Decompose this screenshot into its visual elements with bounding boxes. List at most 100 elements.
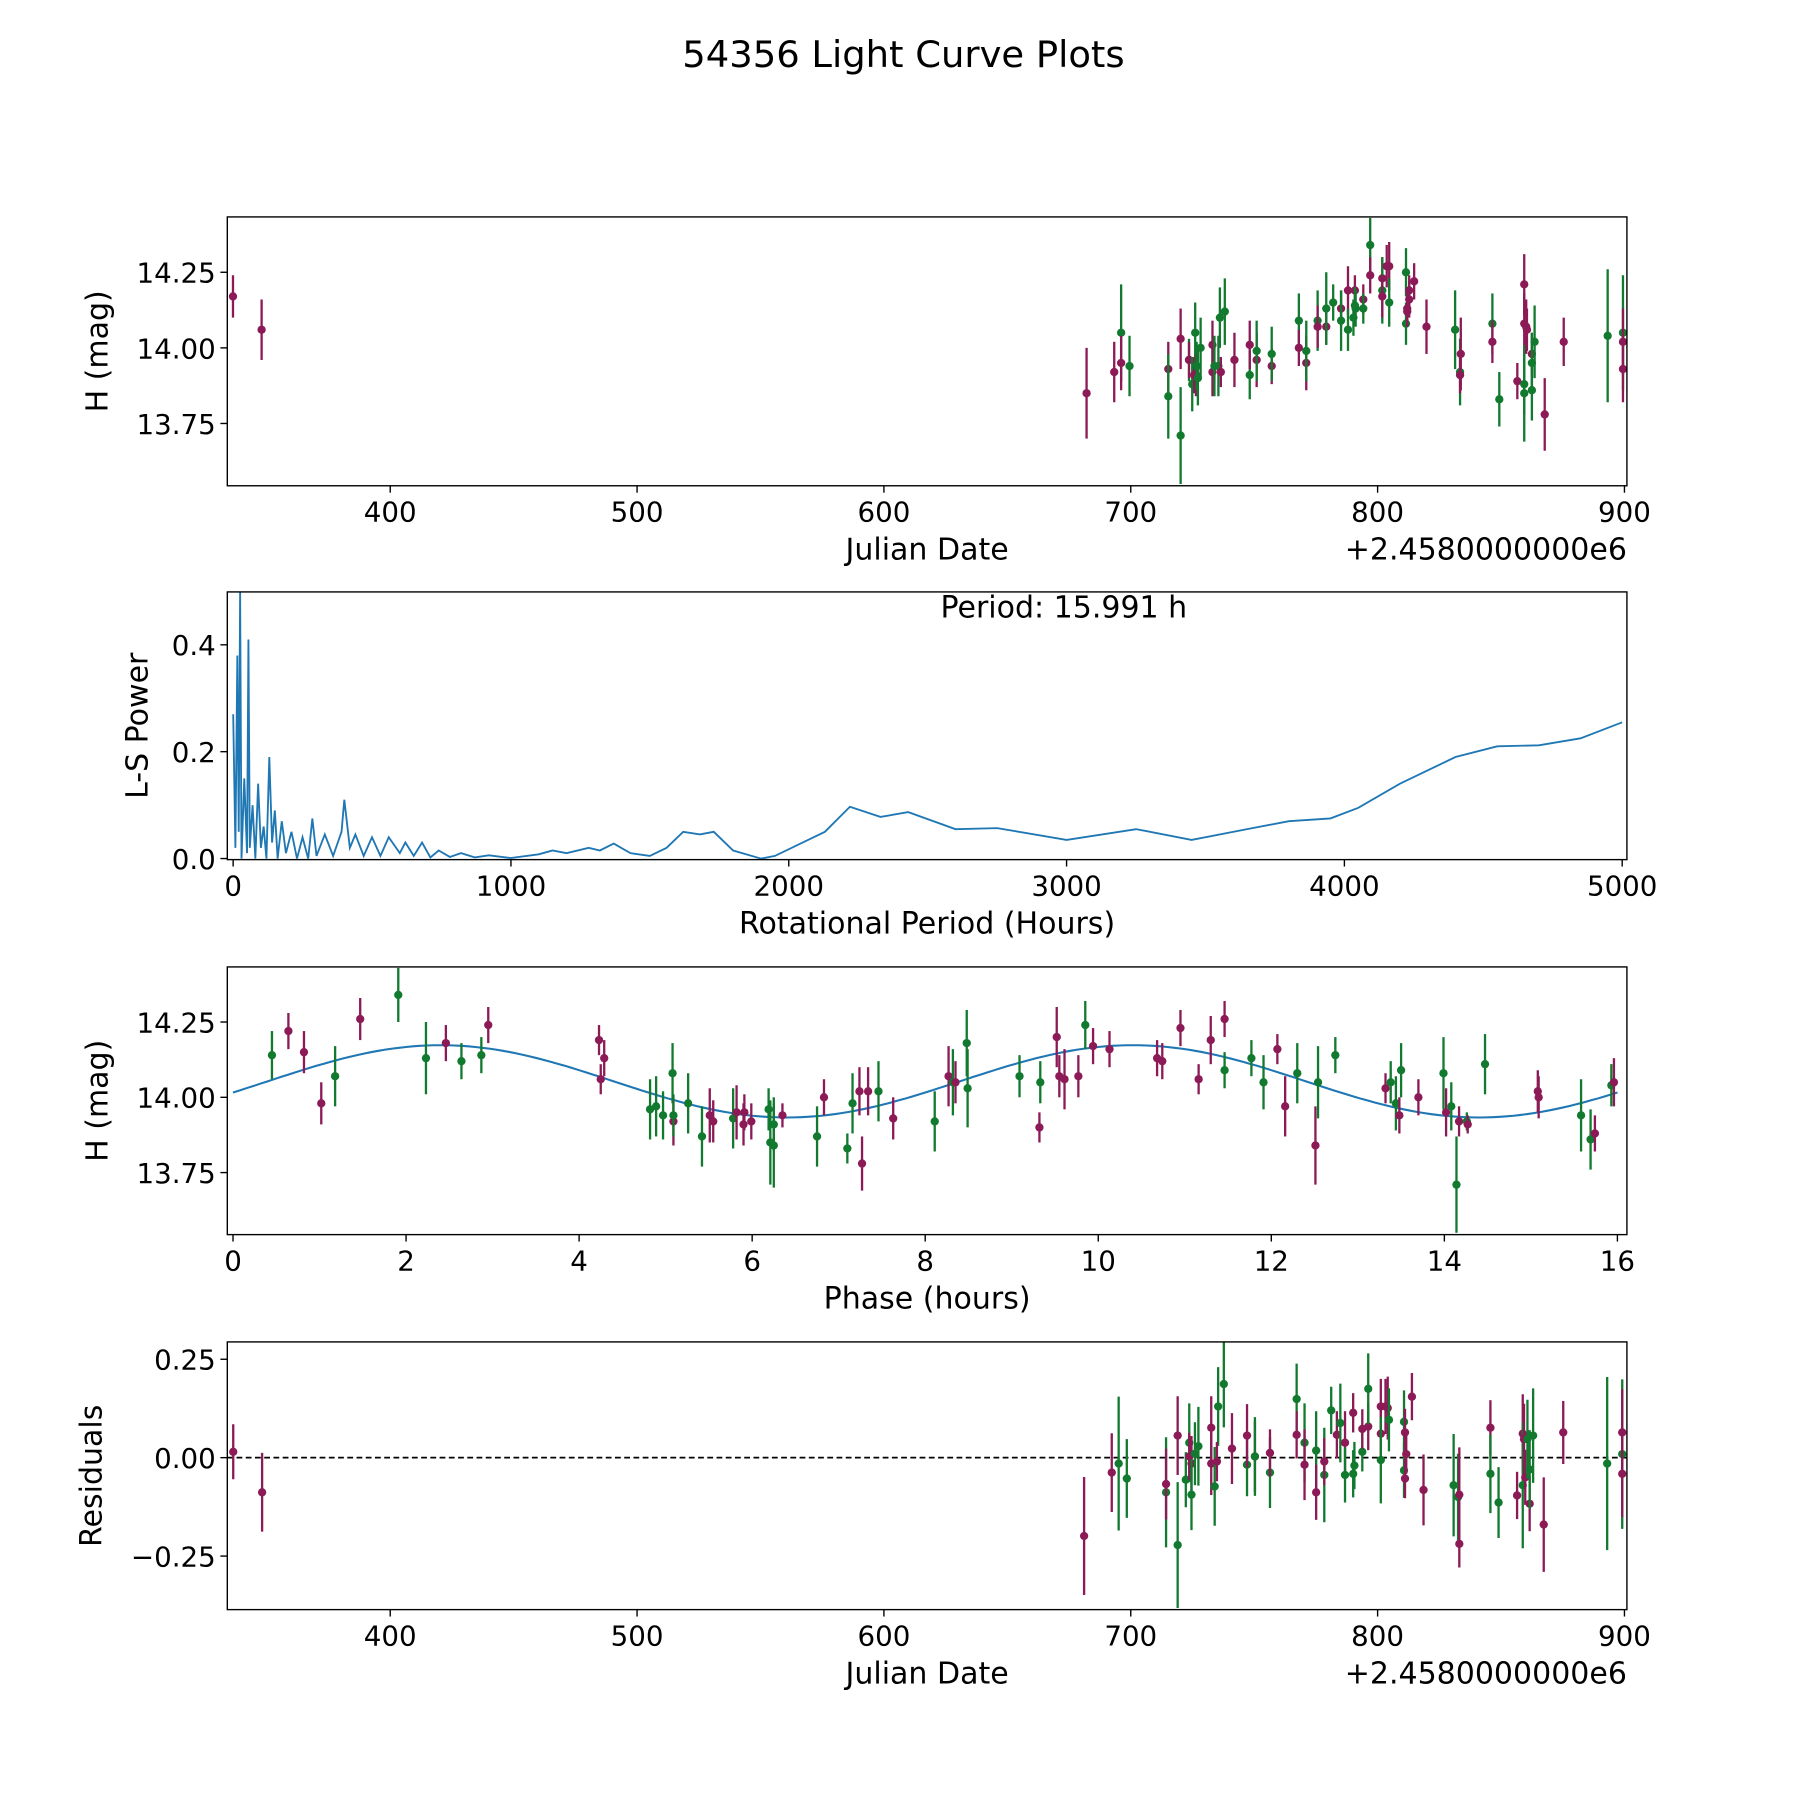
y-tick-label: 0.00 [154, 1442, 216, 1475]
x-tick-label: 800 [1351, 1619, 1404, 1652]
data-point [596, 1075, 605, 1084]
data-point [356, 1014, 365, 1024]
data-point [1079, 1531, 1089, 1541]
data-point [1386, 1078, 1395, 1087]
data-point [257, 325, 266, 334]
data-point [1293, 1069, 1302, 1078]
data-point [930, 1117, 939, 1126]
y-tick-label: 14.25 [137, 257, 216, 290]
x-offset-label: +2.4580000000e6 [1345, 1656, 1627, 1691]
x-axis-label: Julian Date [844, 1656, 1009, 1691]
data-point [1384, 1415, 1394, 1425]
x-tick-label: 0 [224, 1244, 242, 1277]
data-point [1110, 367, 1119, 377]
data-point [594, 1035, 604, 1045]
axes-frame [226, 591, 1628, 861]
data-point [1265, 1448, 1275, 1458]
data-point [1220, 1014, 1229, 1024]
data-point [1351, 304, 1360, 313]
data-point [1450, 325, 1460, 334]
data-point [1385, 262, 1394, 271]
data-point [1220, 1066, 1229, 1075]
data-point [1512, 1491, 1522, 1500]
data-point [1300, 1460, 1309, 1469]
data-point [229, 1447, 238, 1456]
data-point [1082, 389, 1091, 398]
data-point [1391, 1099, 1401, 1108]
data-point [1331, 1050, 1340, 1060]
data-point [732, 1108, 741, 1117]
y-tick-label: 14.00 [137, 1082, 216, 1115]
data-point [1383, 1403, 1392, 1413]
data-point [1343, 286, 1353, 295]
data-point [1385, 298, 1394, 307]
data-point [477, 1050, 486, 1060]
data-point [1586, 1135, 1595, 1144]
data-point [1449, 1481, 1458, 1490]
x-tick-label: 4 [570, 1244, 588, 1277]
data-point [1036, 1078, 1045, 1087]
periodogram-plot-area [232, 591, 1623, 860]
data-point [1336, 316, 1346, 325]
data-point [1311, 1488, 1321, 1497]
data-point [1576, 1111, 1586, 1120]
data-point [1105, 1044, 1114, 1054]
y-tick-label: 13.75 [137, 1157, 216, 1190]
data-point [484, 1020, 493, 1030]
data-point [1081, 1020, 1090, 1030]
data-point [1520, 389, 1529, 398]
x-tick-label: 700 [1104, 1619, 1157, 1652]
data-point [1378, 292, 1387, 301]
data-point [1215, 313, 1225, 322]
data-point [1250, 1452, 1260, 1461]
x-tick-label: 6 [743, 1244, 761, 1277]
data-point [1302, 346, 1311, 356]
data-point [1273, 1044, 1282, 1054]
data-point [1242, 1431, 1252, 1440]
data-point [1534, 1093, 1543, 1102]
data-point [1455, 370, 1465, 380]
data-point [962, 1038, 971, 1048]
data-point [1480, 1060, 1490, 1069]
x-tick-label: 600 [857, 1619, 910, 1652]
data-point [944, 1072, 953, 1081]
data-point [1322, 304, 1331, 313]
data-point [267, 1050, 277, 1060]
data-point [843, 1144, 852, 1153]
data-point [1513, 376, 1522, 386]
data-point [812, 1132, 822, 1141]
data-point [697, 1132, 707, 1141]
x-tick-label: 5000 [1587, 869, 1657, 902]
residuals-plot-area [227, 1341, 1627, 1609]
data-point [1176, 334, 1185, 343]
data-point [1520, 280, 1529, 289]
data-point [1194, 1075, 1203, 1084]
data-point [658, 1111, 668, 1120]
data-point [1455, 1490, 1464, 1499]
data-point [1190, 1449, 1200, 1458]
data-point [1402, 1449, 1411, 1459]
residuals-panel: 400 500 600 700 800 900 −0.25 0.00 0.25 Julian Da… [75, 1341, 1651, 1691]
data-point [1332, 1430, 1342, 1439]
y-axis-label: Residuals [75, 1405, 110, 1547]
x-tick-label: 8 [916, 1244, 934, 1277]
data-point [1173, 1431, 1182, 1440]
model-fit-curve [232, 1044, 1618, 1119]
data-point [1609, 1078, 1619, 1087]
data-point [874, 1087, 883, 1096]
y-tick-label: 0.4 [172, 629, 216, 662]
data-point [1456, 349, 1465, 359]
x-tick-label: 700 [1104, 496, 1157, 529]
data-point [1122, 1474, 1131, 1483]
x-offset-label: +2.4580000000e6 [1345, 533, 1627, 568]
data-point [1245, 370, 1254, 380]
data-point [1525, 1465, 1534, 1474]
period-annotation: Period: 15.991 h [940, 590, 1187, 625]
data-point [709, 1117, 718, 1126]
data-point [1559, 1428, 1568, 1437]
data-point [330, 1072, 340, 1081]
data-point [1447, 1102, 1456, 1111]
data-point [951, 1078, 960, 1087]
data-point [1207, 1423, 1216, 1432]
data-point [1292, 1430, 1301, 1439]
